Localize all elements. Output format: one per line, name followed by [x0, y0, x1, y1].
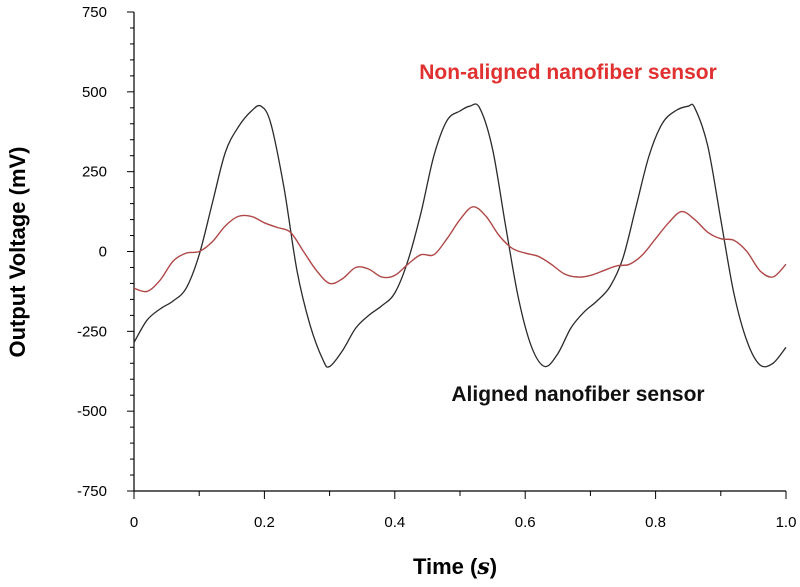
y-tick-label: 500: [82, 84, 107, 101]
y-tick-label: 750: [82, 4, 107, 21]
series-non-aligned-line: [133, 206, 787, 293]
x-tick-label: 0: [130, 514, 138, 531]
x-axis-title-text: Time: [413, 554, 464, 579]
tick-labels: 750 500 250 0 -250 -500 -750 0 0.2 0.4 0.6 0.8 1.0: [77, 4, 796, 531]
y-axis-title: Output Voltage (mV): [5, 146, 30, 357]
x-tick-label: 0.2: [254, 514, 275, 531]
x-tick-label: 0.6: [515, 514, 536, 531]
series-aligned-line: [133, 103, 787, 368]
y-tick-label: -750: [77, 483, 107, 500]
x-tick-label: 1.0: [776, 514, 797, 531]
x-axis-title-close: ): [490, 554, 497, 579]
x-axis-title: Time (s): [413, 554, 497, 580]
annotation-aligned: Aligned nanofiber sensor: [451, 383, 704, 406]
x-axis-title-space: (: [464, 554, 478, 579]
x-axis-title-unit: s: [476, 554, 489, 580]
y-tick-label: -500: [77, 403, 107, 420]
y-tick-label: 250: [82, 164, 107, 181]
series-layer: [133, 103, 787, 368]
y-tick-label: -250: [77, 323, 107, 340]
x-tick-label: 0.8: [645, 514, 666, 531]
ticks: [127, 11, 787, 499]
x-tick-label: 0.4: [384, 514, 405, 531]
annotation-non-aligned: Non-aligned nanofiber sensor: [419, 61, 717, 84]
y-tick-label: 0: [99, 244, 107, 261]
